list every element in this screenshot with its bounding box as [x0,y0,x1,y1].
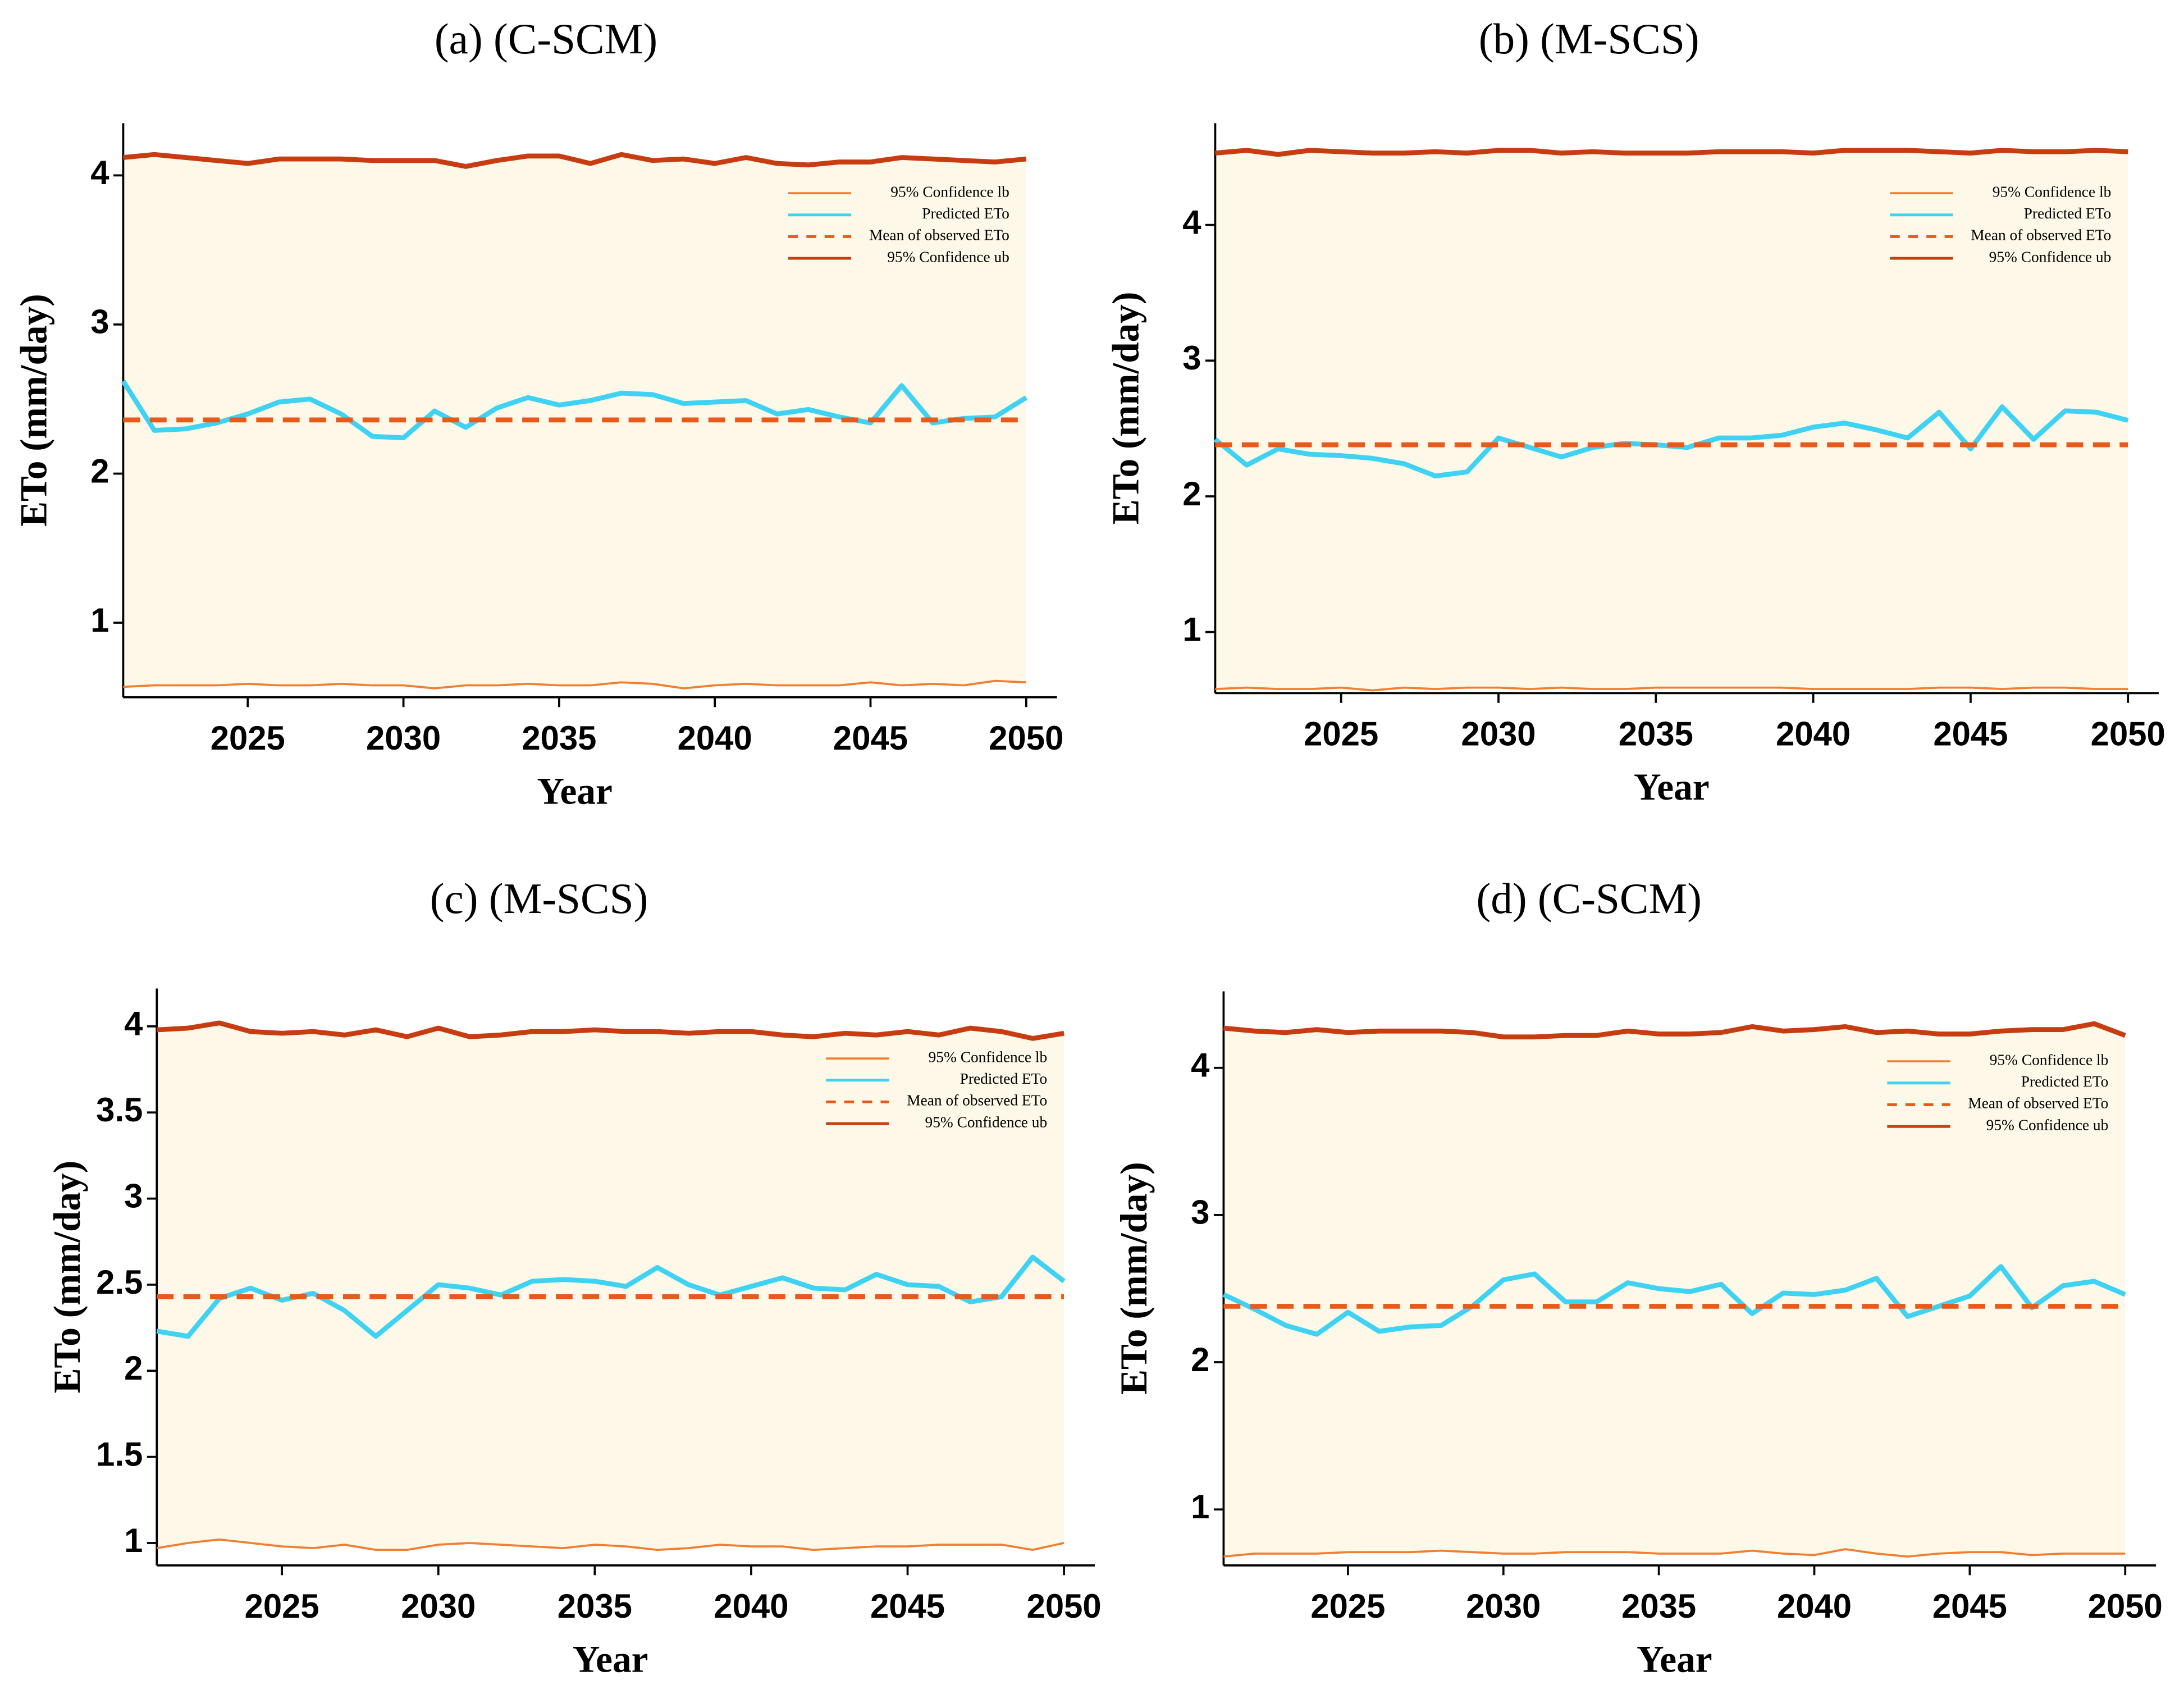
chart-panel: (d) (C-SCM) 1 2 3 4 2025 2030 2035 2040 2045 2050 Y… [1113,874,2163,1681]
legend-label: 95% Confidence lb [890,183,1009,200]
x-axis-label: Year [1634,766,1710,808]
y-axis-label: ETo (mm/day) [12,294,54,527]
chart-panel: (c) (M-SCS) 1 1.5 2 2.5 3 3.5 4 2025 2030 2035 2040… [46,874,1102,1681]
y-axis-label: ETo (mm/day) [1104,292,1146,525]
y-tick-label: 3 [1191,1194,1209,1231]
y-axis-label: ETo (mm/day) [46,1161,88,1394]
y-tick-label: 3 [124,1177,143,1215]
x-tick-label: 2030 [1466,1587,1541,1625]
y-tick-label: 4 [90,154,109,191]
x-tick-label: 2050 [989,719,1063,757]
y-tick-label: 4 [1182,203,1201,241]
x-tick-label: 2045 [1933,715,2008,752]
legend-label: 95% Confidence lb [929,1048,1048,1065]
x-tick-label: 2025 [211,719,285,757]
chart-panel: (a) (C-SCM) 1 2 3 4 2025 2030 2035 2040 2045 2050 Y… [12,15,1063,812]
x-tick-label: 2050 [1027,1587,1102,1625]
series-line [123,152,1027,169]
x-tick-label: 2050 [2091,715,2165,752]
y-tick-label: 1 [1191,1488,1209,1526]
x-tick-label: 2030 [366,719,441,757]
y-tick-label: 3 [90,303,109,341]
y-tick-label: 1.5 [96,1435,143,1473]
legend-label: Mean of observed ETo [869,227,1009,244]
y-axis-label: ETo (mm/day) [1113,1162,1155,1395]
chart-title: (c) (M-SCS) [430,874,648,923]
legend-label: 95% Confidence ub [1986,1116,2109,1133]
legend-label: 95% Confidence ub [887,248,1009,265]
chart-title: (d) (C-SCM) [1476,874,1702,923]
y-tick-label: 2.5 [96,1263,143,1301]
x-axis-label: Year [573,1638,648,1680]
legend-label: 95% Confidence ub [1989,248,2112,265]
y-tick-label: 4 [1191,1047,1209,1084]
series-line [121,380,1028,441]
x-tick-label: 2025 [1310,1587,1385,1625]
y-tick-label: 1 [1182,610,1201,648]
chart-title: (b) (M-SCS) [1479,15,1699,63]
x-tick-label: 2050 [2088,1587,2163,1625]
legend-label: Mean of observed ETo [1968,1095,2108,1112]
y-tick-label: 1 [90,601,109,639]
legend-label: Predicted ETo [2021,1073,2109,1090]
x-tick-label: 2040 [714,1587,788,1625]
y-tick-label: 2 [1191,1341,1209,1378]
legend-label: Predicted ETo [960,1070,1048,1087]
series-line [156,1254,1066,1339]
x-tick-label: 2045 [870,1587,945,1625]
x-axis-label: Year [1637,1638,1712,1680]
series-line [157,1020,1064,1041]
x-tick-label: 2040 [1777,1587,1852,1625]
legend-label: Mean of observed ETo [907,1092,1047,1109]
x-tick-label: 2035 [1621,1587,1696,1625]
series-line [1223,1548,2126,1558]
x-axis-label: Year [537,770,613,812]
x-tick-label: 2035 [1619,715,1693,752]
legend-label: Predicted ETo [2024,205,2112,222]
y-tick-label: 2 [1182,475,1201,513]
confidence-band [157,1022,1064,1550]
x-tick-label: 2045 [833,719,908,757]
confidence-band [1215,150,2128,691]
y-tick-label: 2 [90,452,109,490]
x-tick-label: 2030 [1461,715,1536,752]
legend-label: Mean of observed ETo [1971,227,2111,244]
legend-label: 95% Confidence ub [925,1113,1048,1130]
series-line [1222,1264,2126,1337]
x-tick-label: 2040 [678,719,752,757]
legend-label: Predicted ETo [922,205,1009,222]
series-line [1215,148,2128,157]
y-tick-label: 3.5 [96,1091,143,1129]
x-tick-label: 2030 [401,1587,476,1625]
x-tick-label: 2025 [245,1587,319,1625]
legend-label: 95% Confidence lb [1993,183,2112,200]
legend-label: 95% Confidence lb [1990,1051,2109,1068]
chart-panel: (b) (M-SCS) 1 2 3 4 2025 2030 2035 2040 2045 2050 Y… [1104,15,2165,808]
confidence-band [123,154,1026,688]
y-tick-label: 4 [124,1005,143,1043]
series-line [1223,1021,2126,1040]
x-tick-label: 2035 [558,1587,632,1625]
x-tick-label: 2035 [522,719,596,757]
x-tick-label: 2025 [1304,715,1378,752]
x-tick-label: 2045 [1932,1587,2007,1625]
x-tick-label: 2040 [1776,715,1851,752]
y-tick-label: 2 [124,1349,143,1387]
y-tick-label: 3 [1182,339,1201,377]
chart-title: (a) (C-SCM) [435,15,657,63]
y-tick-label: 1 [124,1522,143,1559]
series-line [123,679,1026,690]
series-line [156,1538,1064,1551]
series-line [1215,686,2128,692]
